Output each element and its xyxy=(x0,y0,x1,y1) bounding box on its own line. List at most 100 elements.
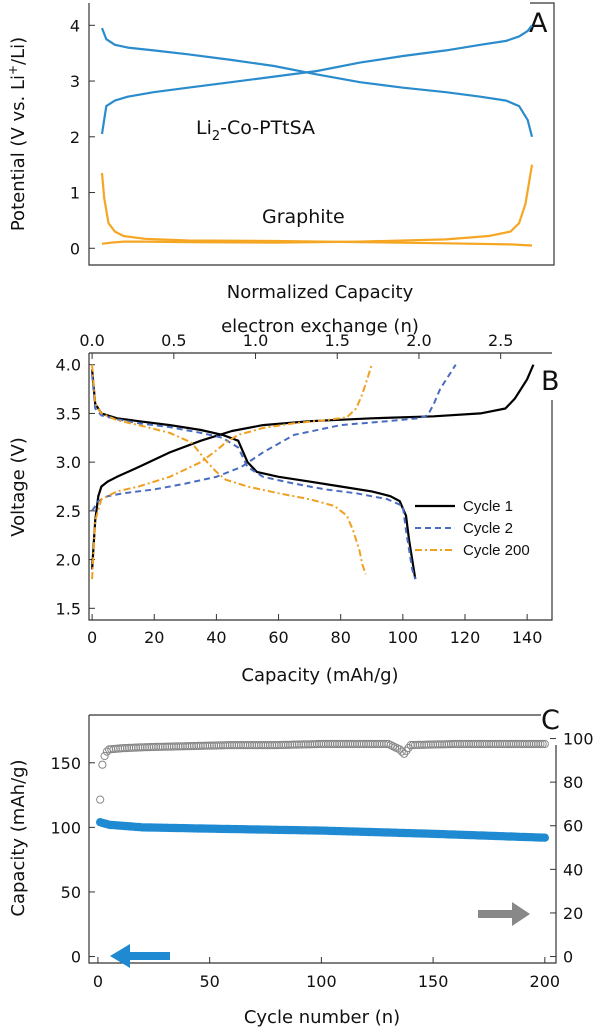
panel-c-label: C xyxy=(541,705,560,736)
x-tick-label: 0 xyxy=(93,972,103,991)
efficiency-point xyxy=(458,739,467,749)
series-line-cycle-200 xyxy=(91,364,373,580)
x-tick-label: 20 xyxy=(144,628,164,647)
panel-b: B 0 20 40 60 80 100 120 140 0.0 0.5 1.0 1.5 2.0 2.5 … xyxy=(8,316,560,686)
efficiency-point xyxy=(248,741,257,750)
efficiency-point xyxy=(319,739,328,749)
efficiency-point xyxy=(511,739,520,749)
panel-a-lines xyxy=(100,24,534,247)
efficiency-point xyxy=(513,739,523,749)
right-y-tick-label: 80 xyxy=(563,773,583,792)
y-tick-label: 4.0 xyxy=(56,356,81,375)
arrow-right-axis xyxy=(478,902,530,926)
panel-c-frame xyxy=(88,714,557,964)
efficiency-point xyxy=(534,739,543,749)
legend-label-cycle-1: Cycle 1 xyxy=(463,498,513,515)
top-x-tick-label: 2.0 xyxy=(406,331,431,350)
annotation-graphite: Graphite xyxy=(262,206,345,228)
panel-a-y-ticks: 0 1 2 3 4 xyxy=(70,16,95,258)
y-tick-label: 2.0 xyxy=(56,551,81,570)
y-tick-label: 1.5 xyxy=(56,599,81,618)
panel-c-x-ticks: 0 50 100 150 200 xyxy=(93,957,560,991)
panel-b-label: B xyxy=(541,366,560,397)
right-y-tick-label: 100 xyxy=(563,730,594,749)
series-line-1 xyxy=(100,27,534,138)
y-tick-label: 4 xyxy=(70,16,80,35)
efficiency-point xyxy=(348,739,357,749)
top-x-tick-label: 0.5 xyxy=(161,331,186,350)
efficiency-point xyxy=(536,739,545,749)
efficiency-point xyxy=(505,739,514,749)
panel-c-y-label: Capacity (mAh/g) xyxy=(8,759,29,916)
efficiency-point xyxy=(257,741,266,750)
right-y-tick-label: 0 xyxy=(563,948,573,967)
y-tick-label: 3.5 xyxy=(56,404,81,423)
series-line-3 xyxy=(100,172,533,247)
x-tick-label: 40 xyxy=(206,628,226,647)
y-tick-label: 1 xyxy=(70,184,80,203)
efficiency-point xyxy=(496,739,505,749)
y-tick-label: 0 xyxy=(70,239,80,258)
right-y-tick-label: 20 xyxy=(563,904,583,923)
panel-b-frame xyxy=(88,352,553,621)
efficiency-point xyxy=(529,739,538,749)
efficiency-point xyxy=(324,739,333,749)
x-tick-label: 200 xyxy=(530,972,561,991)
top-x-tick-label: 1.5 xyxy=(325,331,350,350)
series-line-cycle-2 xyxy=(91,364,457,512)
panel-b-top-x-label: electron exchange (n) xyxy=(221,316,419,337)
series-line-cycle-1 xyxy=(91,364,535,570)
x-tick-label: 150 xyxy=(418,972,449,991)
panel-c-right-y-ticks: 0 20 40 60 80 100 xyxy=(550,730,594,967)
top-x-tick-label: 2.5 xyxy=(488,331,513,350)
efficiency-point xyxy=(538,739,547,749)
right-y-tick-label: 40 xyxy=(563,860,583,879)
panel-b-top-x-ticks: 0.0 0.5 1.0 1.5 2.0 2.5 xyxy=(79,331,513,359)
series-line-cycle-2 xyxy=(91,374,417,580)
y-tick-label: 50 xyxy=(61,883,81,902)
panel-b-x-label: Capacity (mAh/g) xyxy=(241,665,398,686)
efficiency-point xyxy=(471,739,480,749)
y-tick-label: 150 xyxy=(50,754,81,773)
panel-a-label: A xyxy=(529,8,548,39)
efficiency-point xyxy=(525,739,534,749)
y-tick-label: 0 xyxy=(71,948,81,967)
efficiency-point xyxy=(500,739,509,749)
efficiency-point xyxy=(404,743,413,753)
capacity-point xyxy=(540,833,549,842)
arrow-left-axis xyxy=(110,944,170,968)
panel-a-frame xyxy=(88,2,555,266)
y-tick-label: 100 xyxy=(50,818,81,837)
y-tick-label: 2 xyxy=(70,128,80,147)
x-tick-label: 100 xyxy=(306,972,337,991)
efficiency-point xyxy=(252,741,261,750)
top-x-tick-label: 0.0 xyxy=(79,331,104,350)
panel-c: C 0 50 100 150 200 0 50 100 150 0 20 40 60 80 100 Ca… xyxy=(8,705,594,1028)
efficiency-point xyxy=(339,739,348,749)
y-tick-label: 2.5 xyxy=(56,502,81,521)
efficiency-point xyxy=(531,739,541,749)
legend-label-cycle-200: Cycle 200 xyxy=(463,542,530,559)
efficiency-point xyxy=(491,739,500,749)
efficiency-point xyxy=(527,739,536,749)
efficiency-point xyxy=(96,795,105,804)
efficiency-point xyxy=(344,739,353,749)
x-tick-label: 50 xyxy=(199,972,219,991)
efficiency-point xyxy=(377,739,386,749)
x-tick-label: 140 xyxy=(512,628,543,647)
efficiency-point xyxy=(520,739,529,749)
efficiency-point xyxy=(373,739,382,749)
panel-b-legend: Cycle 1 Cycle 2 Cycle 200 xyxy=(415,498,530,559)
panel-a-x-label: Normalized Capacity xyxy=(227,282,414,303)
efficiency-point xyxy=(462,739,471,749)
panel-a: A 0 1 2 3 4 Li2-Co-PTtSA Graphite Normalized… xyxy=(6,2,555,303)
arrow-left-axis-head xyxy=(110,944,130,968)
efficiency-point xyxy=(449,739,458,749)
panel-c-x-label: Cycle number (n) xyxy=(244,1007,400,1028)
annotation-li2-co-pttsa: Li2-Co-PTtSA xyxy=(196,117,315,144)
panel-b-y-label: Voltage (V) xyxy=(8,437,29,537)
arrow-right-axis-shaft xyxy=(478,910,514,918)
panel-b-lines xyxy=(91,364,535,580)
series-line-2 xyxy=(101,164,534,245)
